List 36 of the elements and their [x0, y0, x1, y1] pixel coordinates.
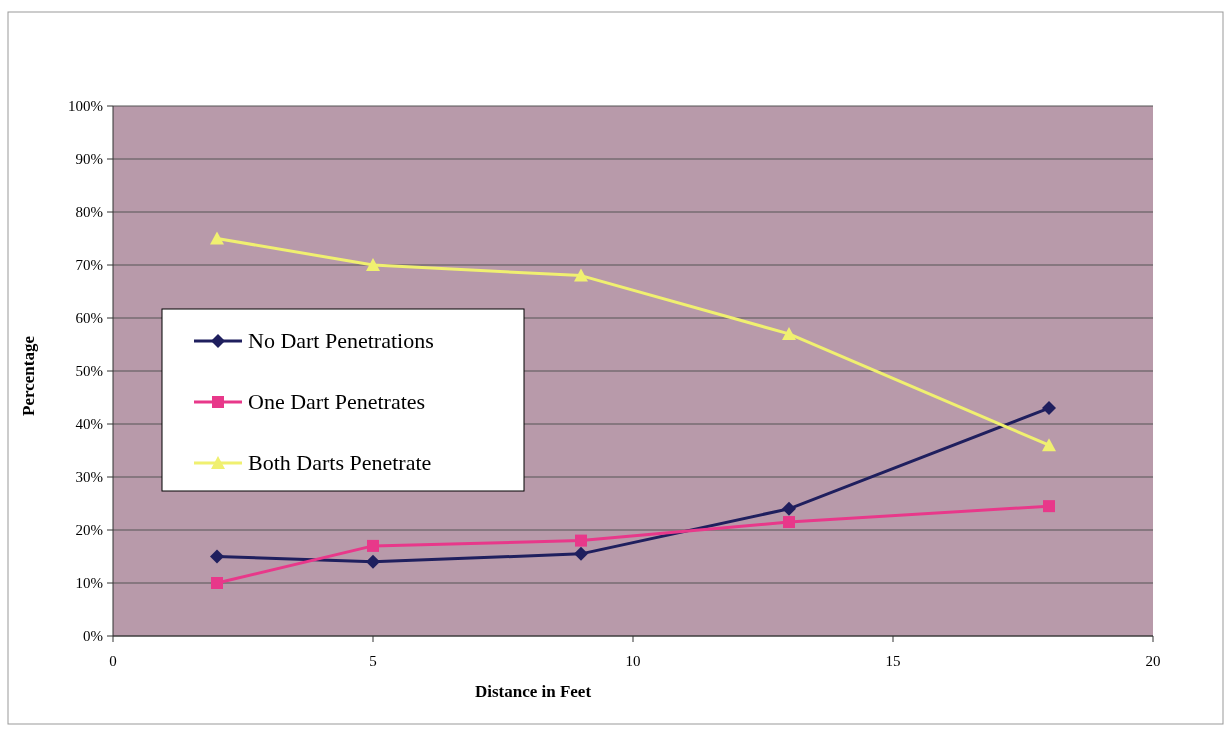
x-tick-label: 15	[885, 653, 901, 669]
point	[575, 534, 587, 547]
y-tick-label: 30%	[75, 469, 103, 485]
point	[366, 258, 380, 271]
point	[782, 501, 796, 516]
legend-label: Both Darts Penetrate	[248, 450, 432, 475]
point	[574, 546, 588, 561]
point	[1042, 438, 1056, 452]
x-tick-label: 10	[625, 653, 641, 669]
y-axis-title: Percentage	[19, 335, 38, 416]
point	[211, 577, 223, 589]
point	[1042, 401, 1056, 416]
y-tick-label: 40%	[75, 416, 103, 432]
x-tick-label: 20	[1145, 653, 1161, 669]
y-tick-label: 80%	[75, 204, 103, 220]
point	[367, 539, 379, 552]
point	[210, 231, 224, 245]
point	[574, 268, 588, 282]
x-tick-label: 0	[109, 653, 117, 669]
point	[366, 554, 380, 569]
legend-label: One Dart Penetrates	[248, 389, 426, 414]
y-tick-label: 60%	[75, 310, 103, 326]
point	[783, 516, 795, 529]
point	[210, 549, 224, 564]
y-tick-label: 0%	[83, 628, 103, 644]
x-tick-label: 5	[369, 653, 377, 669]
y-tick-label: 70%	[75, 257, 103, 273]
point	[1043, 500, 1055, 513]
y-tick-label: 20%	[75, 522, 103, 538]
y-tick-label: 50%	[75, 363, 103, 379]
y-tick-label: 100%	[68, 98, 103, 114]
y-tick-label: 10%	[75, 575, 103, 591]
y-tick-label: 90%	[75, 151, 103, 167]
legend-label: No Dart Penetrations	[248, 328, 434, 353]
point	[782, 326, 796, 340]
x-axis-title: Distance in Feet	[474, 682, 592, 701]
